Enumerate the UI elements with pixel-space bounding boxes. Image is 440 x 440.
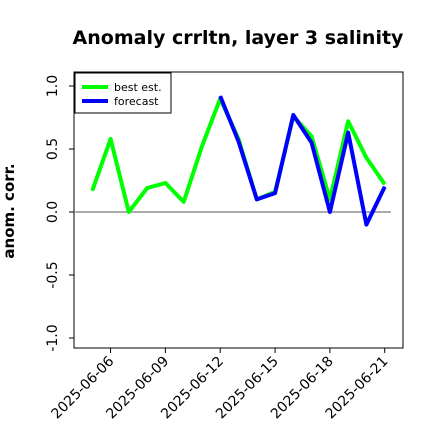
data-point bbox=[384, 183, 386, 185]
data-point bbox=[329, 211, 331, 213]
data-point bbox=[365, 224, 367, 226]
data-point bbox=[128, 211, 130, 213]
y-axis: -1.0 -0.5 0.0 0.5 1.0 bbox=[45, 75, 74, 352]
series-line-best-est bbox=[90, 96, 387, 214]
data-point bbox=[311, 135, 313, 137]
data-point bbox=[347, 132, 349, 134]
data-point bbox=[201, 145, 203, 147]
data-point bbox=[256, 198, 258, 200]
data-point bbox=[219, 95, 221, 97]
legend: best est. forecast bbox=[74, 72, 172, 114]
y-tick-label: 1.0 bbox=[45, 75, 61, 97]
y-tick-label: 0.5 bbox=[45, 138, 61, 160]
y-axis-label: anom. corr. bbox=[0, 163, 18, 258]
data-point bbox=[329, 198, 331, 200]
data-point bbox=[347, 120, 349, 122]
series-line-forecast bbox=[218, 95, 387, 227]
chart-title: Anomaly crrltn, layer 3 salinity bbox=[73, 27, 404, 49]
y-tick-label: 0.0 bbox=[45, 201, 61, 223]
x-axis: 2025-06-062025-06-092025-06-122025-06-15… bbox=[49, 348, 392, 422]
data-point bbox=[384, 186, 386, 188]
data-point bbox=[146, 187, 148, 189]
legend-label-forecast: forecast bbox=[114, 95, 159, 108]
series-layer bbox=[90, 95, 387, 227]
data-point bbox=[238, 140, 239, 142]
plot-area bbox=[73, 71, 404, 349]
data-point bbox=[292, 114, 294, 116]
data-point bbox=[110, 138, 112, 140]
data-point bbox=[274, 192, 276, 194]
y-tick-label: -1.0 bbox=[45, 324, 61, 351]
data-point bbox=[365, 157, 367, 159]
legend-label-best-est: best est. bbox=[114, 81, 162, 94]
data-point bbox=[164, 182, 166, 184]
data-point bbox=[183, 201, 185, 203]
y-tick-label: -0.5 bbox=[45, 261, 61, 288]
legend-box bbox=[74, 72, 172, 114]
data-point bbox=[91, 190, 93, 192]
data-point bbox=[311, 142, 313, 144]
